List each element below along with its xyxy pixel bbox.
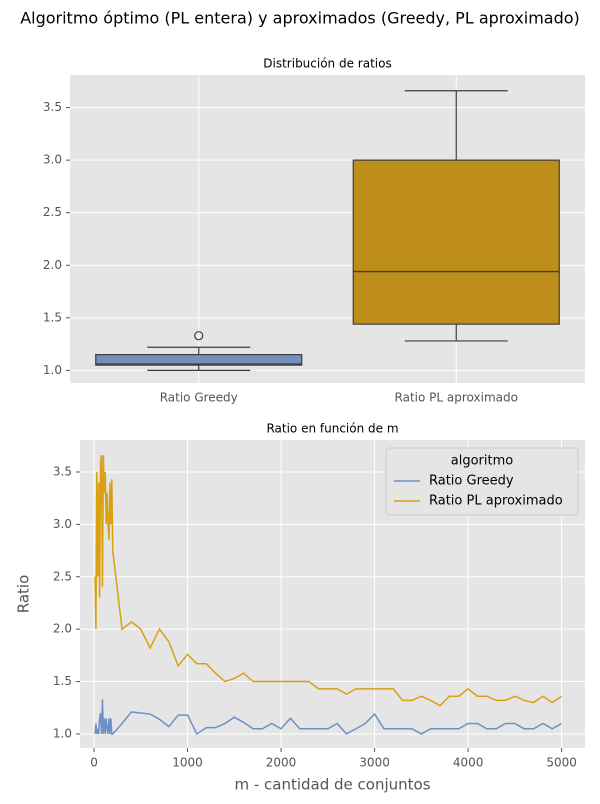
x-tick-label: Ratio PL aproximado [395, 391, 518, 405]
data-line [94, 699, 562, 736]
y-tick-label: 3.5 [43, 100, 62, 114]
box [95, 354, 303, 366]
legend-box [385, 447, 579, 516]
y-tick-label: 3.0 [43, 153, 62, 167]
legend-title: algoritmo [451, 454, 514, 469]
x-tick-label: 3000 [359, 756, 390, 770]
y-tick-label: 2.5 [43, 205, 62, 219]
x-tick-label: 0 [90, 756, 98, 770]
figure-title: Algoritmo óptimo (PL entera) y aproximad… [20, 9, 580, 28]
x-tick-label: Ratio Greedy [160, 391, 238, 405]
legend: algoritmo Ratio Greedy Ratio PL aproximado [385, 447, 579, 516]
legend-label: Ratio PL aproximado [429, 494, 563, 509]
y-tick-label: 3.5 [53, 464, 72, 478]
legend-label: Ratio Greedy [429, 474, 514, 489]
subplot-title: Ratio en función de m [266, 422, 398, 436]
x-tick-label: 4000 [453, 756, 484, 770]
y-tick-label: 2.0 [53, 622, 72, 636]
y-tick-label: 1.5 [53, 674, 72, 688]
data-line [94, 455, 563, 707]
y-tick-label: 2.5 [53, 569, 72, 583]
y-tick-label: 1.0 [43, 363, 62, 377]
outlier [194, 331, 204, 341]
y-tick-label: 3.0 [53, 517, 72, 531]
subplot-title: Distribución de ratios [263, 57, 391, 71]
x-tick-label: 5000 [546, 756, 577, 770]
y-tick-label: 1.5 [43, 310, 62, 324]
x-tick-label: 1000 [172, 756, 203, 770]
box [352, 159, 560, 325]
y-tick-label: 2.0 [43, 258, 62, 272]
x-tick-label: 2000 [266, 756, 297, 770]
y-axis-label: Ratio [15, 575, 33, 614]
y-tick-label: 1.0 [53, 726, 72, 740]
x-axis-label: m - cantidad de conjuntos [234, 776, 430, 794]
